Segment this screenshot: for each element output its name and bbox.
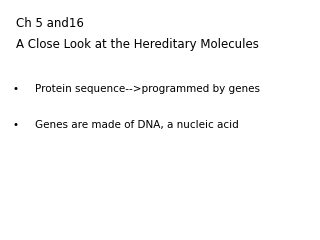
Text: Genes are made of DNA, a nucleic acid: Genes are made of DNA, a nucleic acid	[35, 120, 239, 130]
Text: Ch 5 and16: Ch 5 and16	[16, 17, 84, 30]
Text: Protein sequence-->programmed by genes: Protein sequence-->programmed by genes	[35, 84, 260, 94]
Text: A Close Look at the Hereditary Molecules: A Close Look at the Hereditary Molecules	[16, 38, 259, 51]
Text: •: •	[13, 84, 19, 94]
Text: •: •	[13, 120, 19, 130]
